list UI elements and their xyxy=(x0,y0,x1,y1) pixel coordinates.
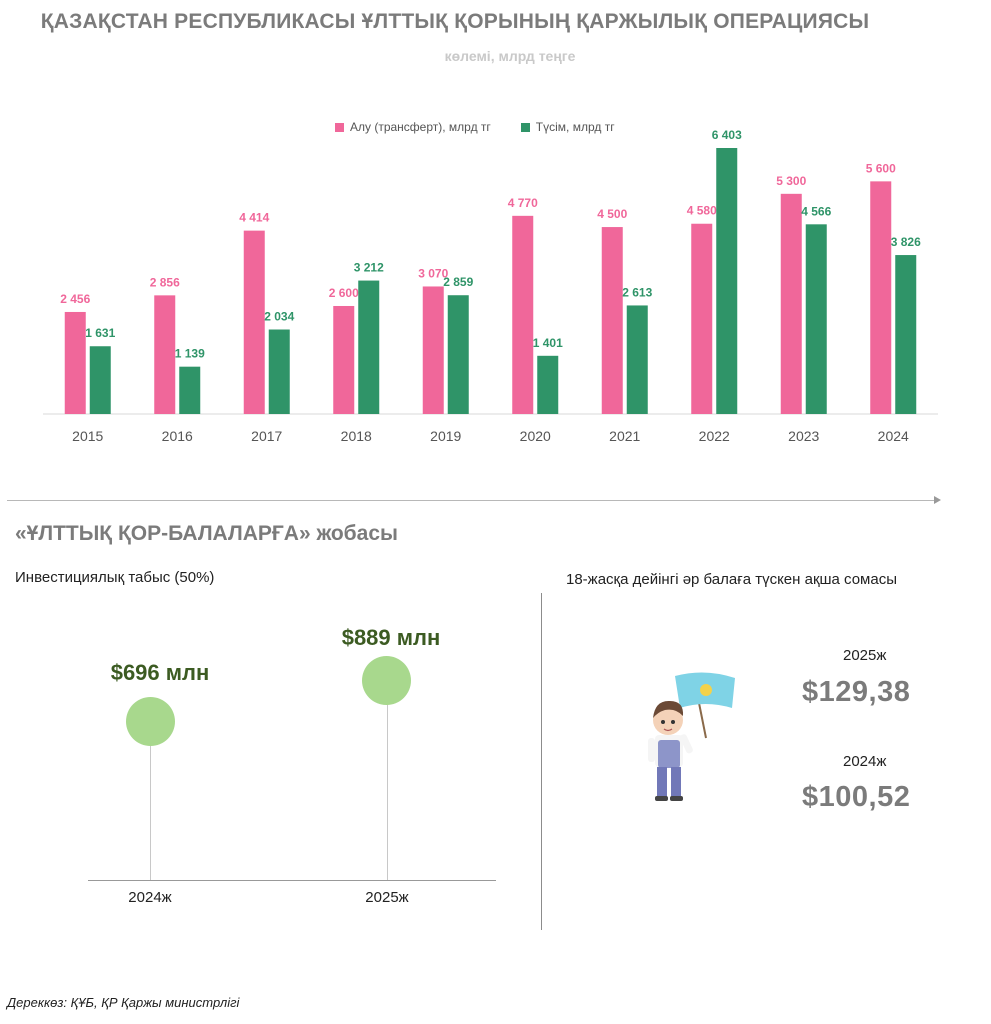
x-tick-label-2017: 2017 xyxy=(251,428,282,444)
per-child-value-2025: $129,38 xyxy=(802,676,911,708)
data-label-transfer-2022: 4 580 xyxy=(687,204,717,218)
data-label-transfer-2020: 4 770 xyxy=(508,196,538,210)
investment-dot-2024 xyxy=(126,697,175,746)
chart-title: ҚАЗАҚСТАН РЕСПУБЛИКАСЫ ҰЛТТЫҚ ҚОРЫНЫҢ ҚА… xyxy=(40,10,870,33)
data-label-transfer-2018: 2 600 xyxy=(329,286,359,300)
investment-stem-2024 xyxy=(150,720,151,880)
x-tick-label-2021: 2021 xyxy=(609,428,640,444)
data-label-transfer-2024: 5 600 xyxy=(866,161,896,175)
investment-value-2024: $696 млн xyxy=(110,660,210,685)
legend-swatch-pink xyxy=(335,122,344,132)
bar-transfer-2023 xyxy=(780,193,802,414)
legend-item-receipts: Түсім, млрд тг xyxy=(520,120,615,134)
bar-chart: 2 456 1 631 2015 2 856 1 139 2016 4 414 2 034 20… xyxy=(43,128,938,444)
bar-receipts-2022 xyxy=(716,148,738,414)
investment-label: Инвестициялық табыс (50%) xyxy=(15,569,215,586)
bar-transfer-2020 xyxy=(512,215,534,414)
bar-receipts-2016 xyxy=(179,366,201,414)
data-label-transfer-2023: 5 300 xyxy=(776,174,806,188)
divider-arrow-icon xyxy=(934,496,941,504)
x-tick-label-2023: 2023 xyxy=(788,428,819,444)
data-label-receipts-2022: 6 403 xyxy=(712,128,742,142)
data-label-transfer-2015: 2 456 xyxy=(60,292,90,306)
x-tick-label-2015: 2015 xyxy=(72,428,103,444)
bar-receipts-2020 xyxy=(537,355,559,414)
vertical-separator xyxy=(541,593,542,930)
x-tick-label-2019: 2019 xyxy=(430,428,461,444)
data-label-transfer-2016: 2 856 xyxy=(150,275,180,289)
bar-receipts-2015 xyxy=(89,346,111,414)
bar-receipts-2021 xyxy=(626,305,648,414)
data-label-receipts-2017: 2 034 xyxy=(264,310,294,324)
investment-axis xyxy=(88,880,496,881)
bar-transfer-2022 xyxy=(691,223,713,414)
source-note: Дереккөз: ҚҰБ, ҚР Қаржы министрлігі xyxy=(7,995,240,1010)
bar-transfer-2019 xyxy=(422,286,444,414)
legend-item-transfer: Алу (трансферт), млрд тг xyxy=(335,120,491,134)
per-child-value-2024: $100,52 xyxy=(802,781,911,813)
data-label-transfer-2019: 3 070 xyxy=(418,266,448,280)
per-child-year-2024: 2024ж xyxy=(843,753,887,770)
x-tick-label-2020: 2020 xyxy=(520,428,551,444)
data-label-receipts-2016: 1 139 xyxy=(175,347,205,361)
bar-transfer-2024 xyxy=(870,181,892,414)
bar-receipts-2019 xyxy=(447,295,469,414)
bar-transfer-2017 xyxy=(243,230,265,414)
chart-legend: Алу (трансферт), млрд тг Түсім, млрд тг xyxy=(335,120,615,134)
data-label-receipts-2018: 3 212 xyxy=(354,261,384,275)
investment-year-2024: 2024ж xyxy=(128,889,172,906)
per-child-year-2025: 2025ж xyxy=(843,647,887,664)
chart-subtitle: көлемі, млрд теңге xyxy=(444,48,576,64)
data-label-receipts-2024: 3 826 xyxy=(891,235,921,249)
bar-transfer-2016 xyxy=(154,295,176,414)
investment-dot-2025 xyxy=(362,656,411,705)
data-label-transfer-2017: 4 414 xyxy=(239,211,269,225)
x-tick-label-2018: 2018 xyxy=(341,428,372,444)
x-tick-label-2022: 2022 xyxy=(699,428,730,444)
data-label-receipts-2020: 1 401 xyxy=(533,336,563,350)
section-divider xyxy=(7,500,937,501)
x-tick-label-2016: 2016 xyxy=(162,428,193,444)
investment-value-2025: $889 млн xyxy=(341,625,441,650)
legend-swatch-green xyxy=(520,122,530,132)
legend-label-transfer: Алу (трансферт), млрд тг xyxy=(350,120,491,134)
investment-year-2025: 2025ж xyxy=(365,889,409,906)
data-label-receipts-2023: 4 566 xyxy=(801,204,831,218)
data-label-receipts-2015: 1 631 xyxy=(85,326,115,340)
bar-transfer-2015 xyxy=(64,311,86,414)
bar-receipts-2017 xyxy=(268,329,290,414)
project-title: «ҰЛТТЫҚ ҚОР-БАЛАЛАРҒА» жобасы xyxy=(15,522,398,545)
data-label-receipts-2019: 2 859 xyxy=(443,275,473,289)
bar-receipts-2024 xyxy=(895,255,917,414)
data-label-receipts-2021: 2 613 xyxy=(622,285,652,299)
data-label-transfer-2021: 4 500 xyxy=(597,207,627,221)
bar-receipts-2023 xyxy=(805,224,827,414)
per-child-label: 18-жасқа дейінгі әр балаға түскен ақша с… xyxy=(566,571,897,588)
bar-receipts-2018 xyxy=(358,280,380,414)
child-with-flag-icon xyxy=(648,672,735,801)
bar-transfer-2018 xyxy=(333,305,355,414)
investment-stem-2025 xyxy=(387,680,388,880)
x-tick-label-2024: 2024 xyxy=(878,428,909,444)
bar-transfer-2021 xyxy=(601,227,623,414)
legend-label-receipts: Түсім, млрд тг xyxy=(535,120,615,134)
